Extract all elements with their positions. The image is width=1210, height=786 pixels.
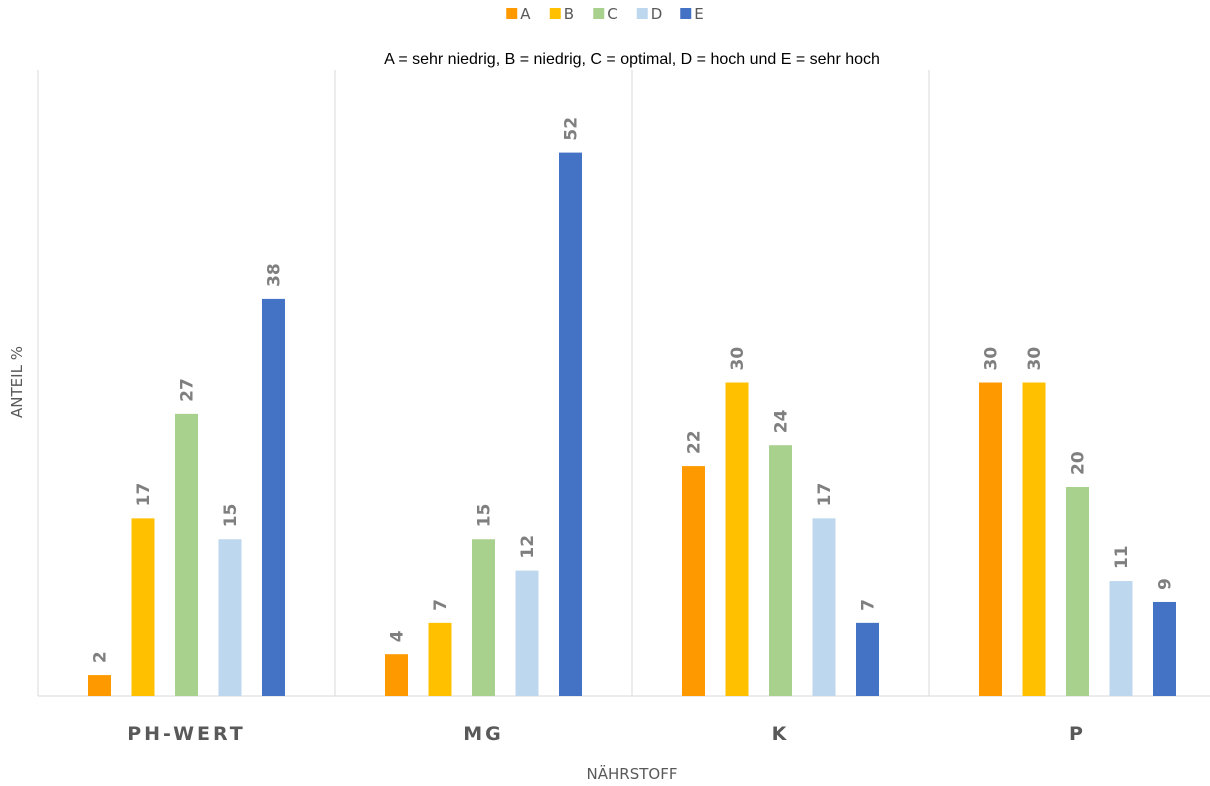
category-labels-group: PH-WERT MG K P [127,723,1086,745]
bar-b-2 [725,382,749,696]
data-label: 30 [1025,347,1045,371]
data-label: 9 [1156,578,1176,590]
data-label: 27 [178,378,198,402]
legend-label: E [694,5,703,23]
bar-c-0 [175,413,198,696]
data-label: 22 [685,430,705,454]
bar-a-0 [88,675,111,696]
bar-a-2 [682,466,705,696]
bar-d-1 [515,570,539,696]
y-axis-title: ANTEIL % [8,346,26,418]
legend: A B C D E [506,5,704,23]
data-label: 17 [134,483,154,507]
data-label: 20 [1069,451,1089,475]
bar-b-1 [428,622,452,696]
legend-label: B [564,5,574,23]
data-label: 4 [388,630,408,642]
data-label: 38 [265,263,285,287]
legend-label: D [651,5,663,23]
data-label: 11 [1112,545,1132,569]
category-separators [37,70,930,696]
data-label: 30 [728,347,748,371]
bar-e-3 [1153,601,1176,696]
bar-c-1 [472,539,495,696]
bars-group [88,152,1176,697]
data-labels-group: 2 17 27 15 38 4 7 15 12 52 22 30 24 17 7 30 30 20 11 9 [91,117,1176,663]
data-label: 2 [91,651,111,663]
bar-e-2 [856,622,879,696]
bar-c-3 [1066,487,1089,696]
category-label: PH-WERT [127,723,246,745]
bar-e-1 [559,152,582,697]
bar-b-3 [1022,382,1046,696]
legend-label: A [520,5,531,23]
category-label: MG [463,723,504,745]
bar-a-1 [385,654,408,696]
legend-swatch-e [680,8,692,19]
bar-a-3 [979,382,1002,696]
legend-swatch-c [593,8,605,19]
bar-b-0 [131,518,155,696]
data-label: 15 [475,504,495,528]
bar-e-0 [262,298,285,696]
bar-d-3 [1109,581,1133,696]
category-label: P [1069,723,1086,745]
data-label: 15 [221,504,241,528]
data-label: 7 [859,599,879,611]
data-label: 7 [431,599,451,611]
legend-label: C [607,5,617,23]
data-label: 30 [982,347,1002,371]
bar-c-2 [769,445,792,696]
data-label: 52 [562,117,582,141]
chart-subtitle: A = sehr niedrig, B = niedrig, C = optim… [384,51,880,68]
bar-d-2 [812,518,836,696]
data-label: 12 [518,535,538,559]
data-label: 24 [772,409,792,433]
data-label: 17 [815,483,835,507]
legend-swatch-a [506,8,518,19]
bar-d-0 [218,539,242,696]
category-label: K [772,723,790,745]
x-axis-title: NÄHRSTOFF [587,764,678,783]
legend-swatch-d [636,8,648,19]
legend-swatch-b [549,8,561,19]
